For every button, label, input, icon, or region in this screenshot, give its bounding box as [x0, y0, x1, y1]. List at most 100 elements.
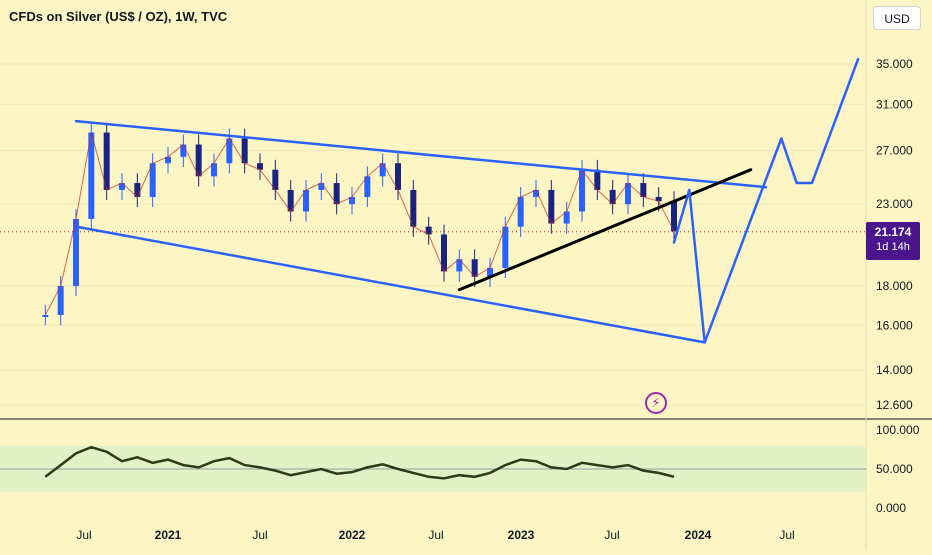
candle: [594, 159, 601, 201]
candle-body: [257, 163, 263, 170]
candle-body: [318, 183, 325, 190]
candle-body: [456, 259, 463, 272]
chart-title: CFDs on Silver (US$ / OZ), 1W, TVC: [9, 9, 228, 24]
candle-body: [579, 169, 585, 212]
candle: [333, 173, 340, 215]
candle-body: [533, 189, 539, 197]
price-tick-label: 14.000: [876, 363, 913, 377]
time-tick-label: Jul: [252, 528, 267, 542]
candle-body: [211, 163, 217, 177]
candle: [379, 153, 386, 187]
candle-body: [226, 138, 233, 164]
candle-body: [410, 189, 417, 227]
last-price-value: 21.174: [874, 225, 912, 239]
support-line: [457, 168, 753, 292]
candle-body: [379, 163, 386, 177]
candle: [241, 128, 248, 174]
candles: [42, 122, 677, 326]
time-tick-label: Jul: [604, 528, 619, 542]
price-axis: 35.000 31.000 27.000 23.000 18.000 16.000 14.0…: [76, 57, 913, 542]
price-tick-label: 18.000: [876, 279, 913, 293]
candle-body: [134, 183, 141, 197]
candle-body: [487, 267, 493, 277]
candle: [88, 122, 95, 230]
candle-body: [272, 169, 279, 190]
candle: [533, 180, 539, 208]
price-tick-label: 27.000: [876, 144, 913, 158]
candle-body: [425, 226, 432, 235]
candle: [318, 173, 325, 201]
candle: [119, 173, 125, 201]
candle: [640, 173, 647, 208]
candle-body: [165, 156, 171, 164]
time-tick-label: 2022: [339, 528, 366, 542]
candle: [425, 216, 432, 245]
upper-channel-line: [74, 119, 768, 189]
price-tick-label: 31.000: [876, 98, 913, 112]
candle-body: [103, 132, 110, 190]
last-price-badge: 21.174 1d 14h: [866, 222, 920, 260]
time-tick-label: Jul: [779, 528, 794, 542]
oscillator-tick-label: 50.000: [876, 462, 913, 476]
candle: [195, 134, 202, 187]
candle: [165, 146, 171, 174]
oscillator-tick-label: 0.000: [876, 501, 906, 515]
oscillator-panel: 100.000 50.000 0.000: [0, 423, 920, 515]
lower-channel-line: [74, 225, 706, 344]
oscillator-tick-label: 100.000: [876, 423, 920, 437]
candle: [471, 249, 478, 287]
candle: [134, 173, 141, 208]
candle-body: [333, 183, 340, 205]
candle-body: [42, 314, 49, 317]
candle: [517, 187, 524, 237]
candle-body: [88, 132, 95, 219]
candle: [149, 153, 156, 208]
candle-body: [364, 176, 371, 197]
candle: [410, 180, 417, 237]
oscillator-line: [44, 445, 675, 480]
candle-body: [517, 196, 524, 227]
candle-body: [149, 163, 156, 197]
candle: [257, 153, 263, 180]
price-tick-label: 23.000: [876, 197, 913, 211]
candle-body: [73, 218, 79, 286]
candle: [487, 258, 493, 287]
bar-countdown: 1d 14h: [876, 241, 910, 253]
drawings: [74, 58, 860, 344]
candle: [625, 173, 631, 215]
time-tick-label: Jul: [76, 528, 91, 542]
candle-body: [303, 189, 309, 212]
candle-body: [609, 189, 616, 205]
candle: [548, 180, 555, 234]
candle: [364, 166, 371, 208]
candle: [180, 134, 187, 168]
time-tick-label: Jul: [428, 528, 443, 542]
candle-body: [471, 259, 478, 277]
conversion-line: [44, 132, 675, 316]
candle-body: [349, 196, 355, 205]
candle: [103, 122, 110, 201]
time-tick-label: 2024: [685, 528, 712, 542]
price-tick-label: 35.000: [876, 57, 913, 71]
price-tick-label: 16.000: [876, 318, 913, 332]
candle-body: [563, 211, 570, 224]
currency-button[interactable]: USD: [873, 6, 921, 30]
candle: [563, 201, 570, 234]
candle-body: [180, 144, 187, 157]
candle-body: [119, 183, 125, 190]
candle-body: [594, 169, 601, 190]
candle-body: [655, 196, 662, 202]
candle: [349, 187, 355, 215]
candle-body: [57, 285, 64, 315]
time-tick-label: 2023: [508, 528, 535, 542]
candle: [395, 153, 401, 201]
candle-body: [502, 226, 509, 268]
candle-body: [195, 144, 202, 177]
candle: [57, 276, 64, 326]
lightning-icon[interactable]: ⚡: [645, 392, 667, 414]
candle: [287, 180, 294, 222]
time-tick-label: 2021: [155, 528, 182, 542]
candle-body: [395, 163, 401, 190]
